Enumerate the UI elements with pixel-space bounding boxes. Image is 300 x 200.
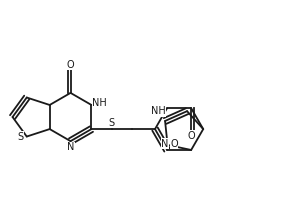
Text: S: S [109, 118, 115, 128]
Text: O: O [188, 131, 195, 141]
Text: N: N [67, 142, 74, 152]
Text: O: O [67, 60, 74, 70]
Text: S: S [17, 132, 24, 142]
Text: NH: NH [151, 106, 166, 116]
Text: N: N [161, 139, 169, 149]
Text: O: O [170, 139, 178, 149]
Text: NH: NH [92, 98, 107, 108]
